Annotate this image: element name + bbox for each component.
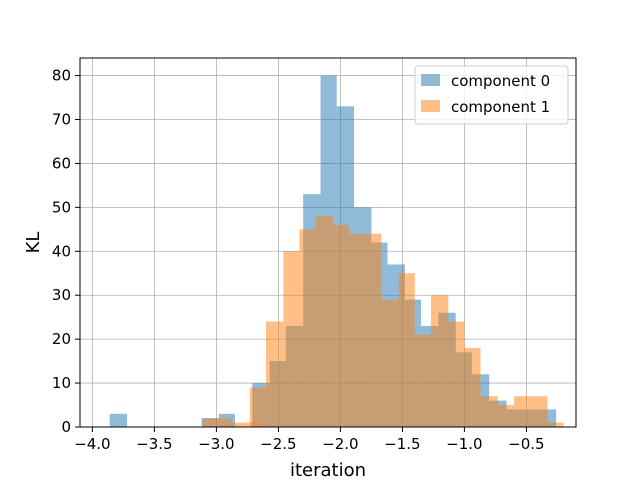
y-tick-label: 0: [61, 418, 71, 436]
histogram-bar-component-1: [365, 233, 382, 427]
histogram-bar-component-1: [430, 295, 449, 427]
x-tick-label: −4.0: [74, 435, 110, 453]
legend-box: [414, 65, 569, 125]
y-tick-label: 80: [52, 67, 71, 85]
x-axis-label: iteration: [290, 460, 366, 480]
x-tick-label: −1.5: [384, 435, 420, 453]
histogram-bar-component-0: [109, 413, 128, 427]
x-tick-label: −3.0: [198, 435, 234, 453]
y-tick-label: 60: [52, 154, 71, 172]
y-tick-label: 40: [52, 242, 71, 260]
legend-label-component-0: component 0: [451, 72, 550, 90]
legend-label-component-1: component 1: [451, 98, 550, 116]
histogram-bar-component-1: [266, 321, 284, 427]
y-tick-label: 70: [52, 111, 71, 129]
histogram-bar-component-1: [414, 334, 431, 427]
y-tick-label: 30: [52, 286, 71, 304]
legend-swatch-component-1: [421, 100, 440, 112]
legend: component 0 component 1: [414, 65, 569, 125]
bars: [109, 75, 564, 428]
y-tick-label: 20: [52, 330, 71, 348]
histogram-bar-component-1: [547, 422, 564, 427]
histogram-bar-component-1: [464, 347, 481, 427]
histogram-bar-component-1: [231, 422, 259, 427]
histogram-bar-component-1: [332, 224, 350, 427]
histogram-bar-component-1: [398, 273, 415, 427]
histogram-bar-component-1: [514, 396, 531, 427]
histogram-bar-component-1: [202, 418, 232, 427]
x-tick-label: −0.5: [508, 435, 544, 453]
histogram-bar-component-1: [349, 233, 366, 427]
histogram-bar-component-1: [381, 299, 399, 427]
histogram-bar-component-1: [315, 216, 333, 427]
x-tick-label: −2.5: [260, 435, 296, 453]
x-tick-label: −1.0: [446, 435, 482, 453]
histogram-bar-component-1: [480, 396, 498, 427]
x-tick-label: −2.0: [322, 435, 358, 453]
y-tick-label: 10: [52, 374, 71, 392]
histogram-bar-component-1: [299, 229, 316, 427]
histogram-bar-component-1: [497, 405, 514, 427]
histogram-bar-component-1: [283, 251, 300, 427]
histogram-bar-component-1: [249, 387, 266, 427]
x-tick-label: −3.5: [136, 435, 172, 453]
y-axis-label: KL: [23, 232, 44, 254]
plot-frame: [79, 57, 577, 428]
axis-ticks: −4.0 −3.5 −3.0 −2.5 −2.0 −1.5 −1.0 −0.5 0 10 20 30 4…: [52, 67, 545, 453]
legend-swatch-component-0: [421, 74, 440, 86]
histogram-bar-component-1: [530, 396, 548, 427]
y-tick-label: 50: [52, 198, 71, 216]
histogram-bar-component-1: [448, 321, 465, 427]
